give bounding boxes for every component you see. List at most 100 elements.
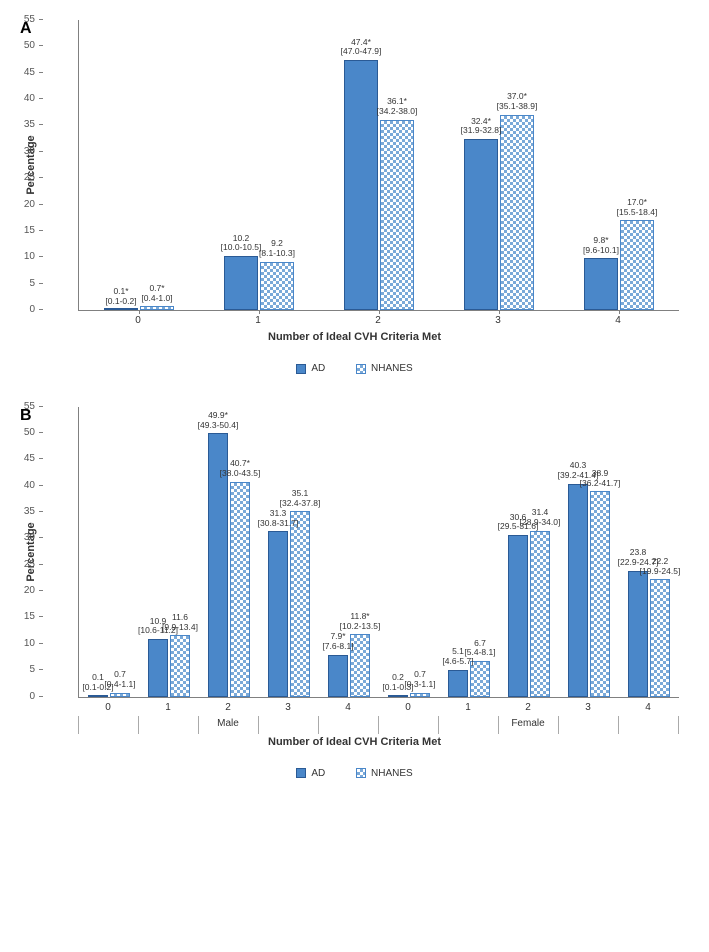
legend-swatch-solid-b: [296, 768, 306, 778]
data-label: 17.0*[15.5-18.4]: [617, 198, 658, 218]
x-subgroup-label: Female: [511, 718, 544, 729]
legend-label-nhanes-b: NHANES: [371, 768, 413, 779]
y-tick-label: 35: [24, 507, 35, 517]
legend-item-nhanes: NHANES: [356, 363, 413, 374]
legend-item-ad: AD: [296, 363, 325, 374]
y-tick-label: 55: [24, 402, 35, 412]
x-tick-label: 0: [135, 315, 141, 326]
data-label: 38.9[36.2-41.7]: [580, 469, 621, 489]
x-tick-label: 0: [105, 702, 111, 713]
data-label: 36.1*[34.2-38.0]: [377, 97, 418, 117]
bar-nhanes: [530, 531, 550, 697]
bar-ad: [224, 256, 258, 310]
bar-ad: [268, 531, 288, 696]
panel-b-y-title: Percentage: [25, 522, 37, 581]
panel-b-x-labels: 0123401234: [78, 698, 678, 716]
x-tick-label: 2: [525, 702, 531, 713]
panel-b: B Percentage 0510152025303540455055 0.1[…: [20, 407, 689, 782]
y-tick-label: 40: [24, 481, 35, 491]
bar-nhanes: [620, 220, 654, 310]
x-tick-label: 1: [465, 702, 471, 713]
data-label: 35.1[32.4-37.8]: [280, 489, 321, 509]
data-label: 9.8*[9.6-10.1]: [583, 236, 619, 256]
x-tick-label: 3: [585, 702, 591, 713]
bar-ad: [628, 571, 648, 696]
bar-nhanes: [650, 579, 670, 696]
legend-label-ad: AD: [311, 363, 325, 374]
bar-ad: [388, 695, 408, 697]
y-tick-label: 55: [24, 15, 35, 25]
legend-label-nhanes: NHANES: [371, 363, 413, 374]
data-label: 40.7*[38.0-43.5]: [220, 459, 261, 479]
data-label: 0.7[0.3-1.1]: [404, 670, 435, 690]
legend-label-ad-b: AD: [311, 768, 325, 779]
data-label: 22.2[19.9-24.5]: [640, 557, 681, 577]
panel-a-plot: 0.1*[0.1-0.2]0.7*[0.4-1.0] 10.2[10.0-10.5…: [79, 20, 679, 310]
bar-nhanes: [290, 511, 310, 696]
bar-nhanes: [590, 491, 610, 696]
bar-ad: [448, 670, 468, 697]
panel-a: A Percentage 0510152025303540455055 0.1*…: [20, 20, 689, 377]
bar-nhanes: [230, 482, 250, 697]
y-tick-label: 45: [24, 454, 35, 464]
panel-b-plot: 0.1[0.1-0.2]0.7[0.4-1.1]10.9[10.6-11.2]1…: [79, 407, 679, 697]
bar-ad: [464, 139, 498, 310]
bar-nhanes: [260, 262, 294, 311]
y-tick-label: 5: [29, 665, 35, 675]
x-tick-label: 1: [255, 315, 261, 326]
legend-item-ad-b: AD: [296, 768, 325, 779]
y-tick-label: 5: [29, 279, 35, 289]
bar-ad: [328, 655, 348, 697]
figure: A Percentage 0510152025303540455055 0.1*…: [20, 20, 689, 781]
y-tick-label: 10: [24, 639, 35, 649]
bar-ad: [584, 258, 618, 310]
bar-nhanes: [170, 635, 190, 696]
bar-nhanes: [410, 693, 430, 697]
data-label: 0.7*[0.4-1.0]: [141, 284, 172, 304]
legend-swatch-hatch: [356, 364, 366, 374]
bar-nhanes: [380, 120, 414, 310]
data-label: 31.4[28.9-34.0]: [520, 508, 561, 528]
bar-nhanes: [500, 115, 534, 310]
bar-ad: [568, 484, 588, 696]
y-tick-label: 50: [24, 41, 35, 51]
x-tick-label: 2: [225, 702, 231, 713]
x-tick-label: 4: [615, 315, 621, 326]
y-tick-label: 15: [24, 226, 35, 236]
bar-ad: [104, 308, 138, 310]
data-label: 11.8*[10.2-13.5]: [340, 612, 381, 632]
x-tick-label: 4: [645, 702, 651, 713]
data-label: 49.9*[49.3-50.4]: [198, 411, 239, 431]
x-tick-label: 1: [165, 702, 171, 713]
data-label: 0.1*[0.1-0.2]: [105, 287, 136, 307]
bar-ad: [344, 60, 378, 310]
y-tick-label: 20: [24, 586, 35, 596]
y-tick-label: 30: [24, 147, 35, 157]
data-label: 10.2[10.0-10.5]: [221, 234, 262, 254]
y-tick-label: 50: [24, 428, 35, 438]
panel-a-y-title: Percentage: [25, 135, 37, 194]
bar-nhanes: [140, 306, 174, 310]
x-tick-label: 3: [495, 315, 501, 326]
data-label: 7.9*[7.6-8.1]: [322, 632, 353, 652]
bar-ad: [508, 535, 528, 696]
bar-nhanes: [110, 693, 130, 697]
panel-a-x-title: Number of Ideal CVH Criteria Met: [20, 331, 689, 343]
y-tick-label: 45: [24, 68, 35, 78]
y-tick-label: 0: [29, 692, 35, 702]
data-label: 6.7[5.4-8.1]: [464, 639, 495, 659]
y-tick-label: 30: [24, 533, 35, 543]
legend-item-nhanes-b: NHANES: [356, 768, 413, 779]
x-tick-label: 2: [375, 315, 381, 326]
y-tick-label: 0: [29, 305, 35, 315]
legend-swatch-solid: [296, 364, 306, 374]
bar-ad: [88, 695, 108, 697]
y-tick-label: 10: [24, 252, 35, 262]
y-tick-label: 15: [24, 612, 35, 622]
data-label: 31.3[30.8-31.7]: [258, 509, 299, 529]
panel-b-x-title: Number of Ideal CVH Criteria Met: [20, 736, 689, 748]
x-tick-label: 3: [285, 702, 291, 713]
panel-b-legend: AD NHANES: [20, 768, 689, 782]
data-label: 32.4*[31.9-32.8]: [461, 117, 502, 137]
y-tick-label: 40: [24, 94, 35, 104]
